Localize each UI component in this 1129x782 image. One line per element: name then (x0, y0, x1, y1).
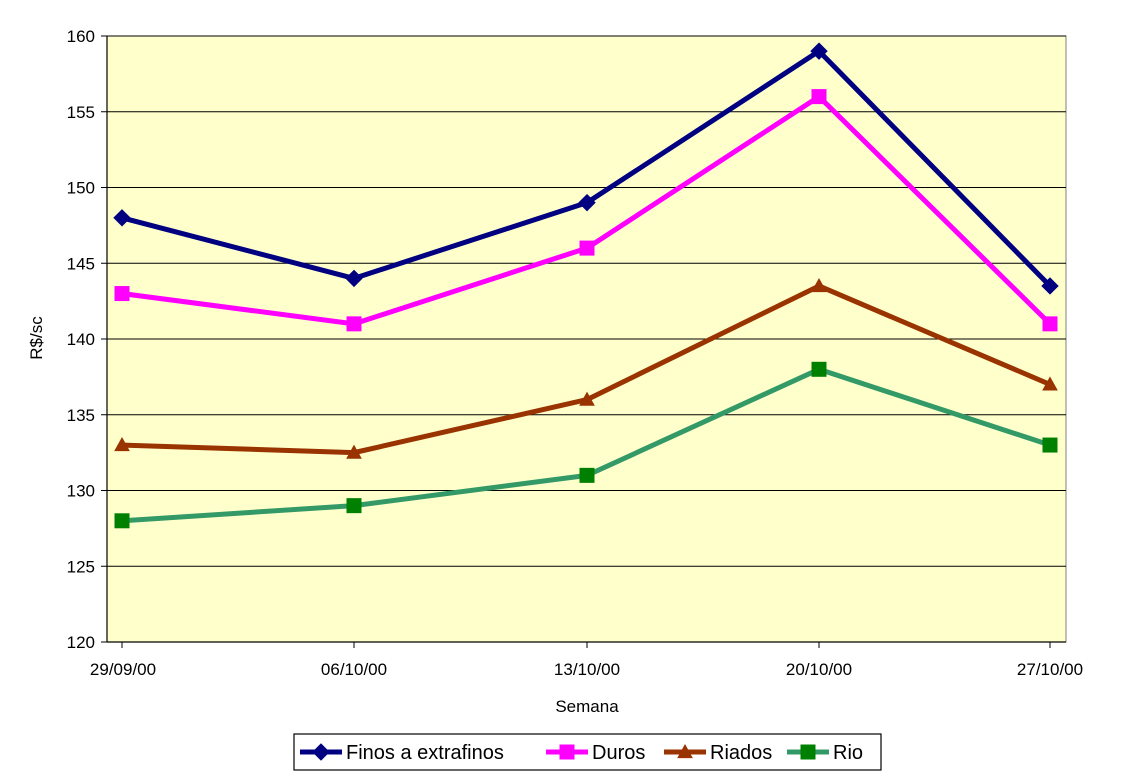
x-tick-label: 27/10/00 (1017, 660, 1083, 679)
data-point (810, 42, 828, 60)
series-group (113, 42, 1059, 529)
y-tick-label: 125 (67, 557, 95, 576)
series-2 (114, 89, 1058, 332)
data-point (346, 498, 362, 514)
data-point (114, 286, 130, 302)
legend-swatch-marker (312, 743, 330, 761)
legend-swatch-marker (677, 743, 693, 759)
gridlines (107, 35, 1066, 567)
legend-item: Finos a extrafinos (300, 742, 504, 764)
x-axis-title: Semana (555, 697, 619, 716)
y-tick-label: 135 (67, 406, 95, 425)
legend-item: Riados (664, 742, 772, 764)
data-point (346, 316, 362, 332)
y-tick-label: 150 (67, 179, 95, 198)
data-point (1042, 376, 1058, 391)
y-tick-label: 130 (67, 482, 95, 501)
series-3 (114, 277, 1058, 459)
legend-swatch-marker (559, 744, 575, 760)
legend-label: Rio (833, 742, 863, 764)
tick-labels: 120 125 130 135 140 145 150 155 160 29/09/00 06/10… (67, 27, 1083, 679)
data-point (811, 89, 827, 105)
legend-item: Duros (546, 742, 645, 764)
axes (101, 35, 1066, 648)
y-tick-label: 160 (67, 27, 95, 46)
data-point (579, 467, 595, 483)
data-point (113, 209, 131, 227)
legend-swatch-marker (800, 744, 816, 760)
data-point (345, 269, 363, 288)
data-point (578, 193, 596, 212)
y-tick-label: 140 (67, 330, 95, 349)
legend-label: Riados (710, 742, 772, 764)
y-axis-title: R$/sc (27, 316, 46, 360)
y-tick-label: 145 (67, 254, 95, 273)
data-point (811, 361, 827, 377)
legend-label: Finos a extrafinos (346, 742, 504, 764)
x-tick-label: 20/10/00 (786, 660, 852, 679)
data-point (579, 391, 595, 406)
legend: Finos a extrafinos Duros Riados Rio (293, 733, 882, 771)
series-1 (113, 42, 1059, 295)
legend-item: Rio (787, 742, 863, 764)
data-point (346, 444, 362, 459)
data-point (579, 240, 595, 256)
y-tick-label: 120 (67, 633, 95, 652)
data-point (114, 513, 130, 529)
y-tick-label: 155 (67, 103, 95, 122)
data-point (1042, 437, 1058, 453)
data-point (1042, 316, 1058, 332)
series-4 (114, 361, 1058, 529)
x-tick-label: 06/10/00 (321, 660, 387, 679)
data-point (114, 437, 130, 452)
x-tick-label: 13/10/00 (554, 660, 620, 679)
data-point (1041, 277, 1059, 295)
legend-label: Duros (592, 742, 645, 764)
data-point (811, 277, 827, 293)
x-tick-label: 29/09/00 (90, 660, 156, 679)
